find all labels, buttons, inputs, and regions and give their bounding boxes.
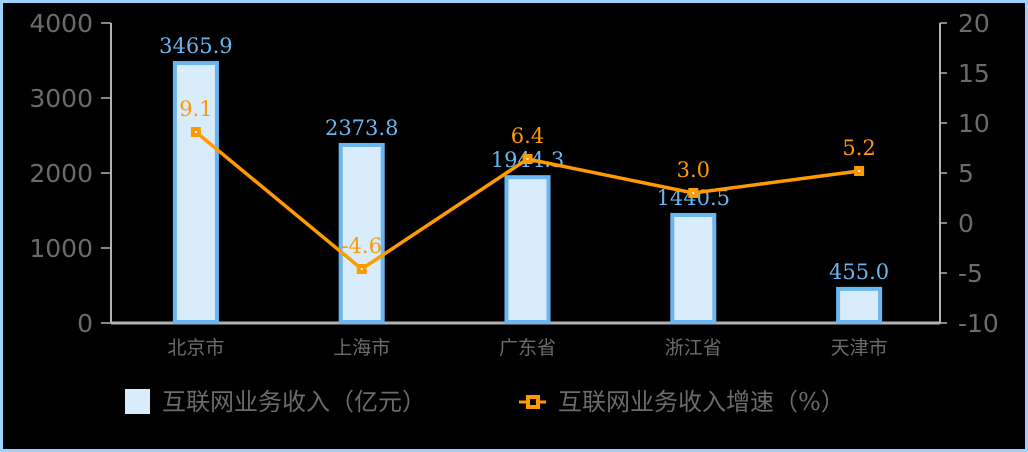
right-axis-tick-label: -5: [958, 259, 983, 288]
category-label: 天津市: [831, 337, 888, 359]
left-axis-tick-label: 3000: [29, 84, 93, 113]
line-value-label: 5.2: [842, 136, 875, 160]
legend-bar-label: 互联网业务收入（亿元）: [162, 388, 426, 416]
category-label: 上海市: [333, 337, 390, 359]
bar[interactable]: [172, 61, 219, 325]
line-value-label: 3.0: [677, 158, 710, 182]
right-axis-tick-label: 15: [958, 59, 990, 88]
legend: 互联网业务收入（亿元） 互联网业务收入增速（%）: [125, 388, 845, 416]
left-axis-tick-label: 2000: [29, 159, 93, 188]
left-axis-tick-label: 0: [77, 309, 93, 338]
right-axis-tick-label: 5: [958, 159, 974, 188]
right-axis-tick-label: 20: [958, 9, 990, 38]
bar-value-label: 2373.8: [325, 116, 398, 140]
category-label: 广东省: [499, 337, 556, 359]
bar[interactable]: [504, 175, 551, 324]
left-axis-tick-label: 1000: [29, 234, 93, 263]
right-axis-tick-label: 10: [958, 109, 990, 138]
bar[interactable]: [670, 212, 717, 324]
x-axis-labels: 北京市 上海市 广东省 浙江省 天津市: [167, 337, 887, 359]
bar-value-label: 455.0: [829, 260, 889, 284]
bar[interactable]: [836, 286, 883, 324]
line-value-label: 6.4: [511, 124, 544, 148]
bar[interactable]: [338, 142, 385, 324]
line-series: 9.1 -4.6 6.4 3.0 5.2: [179, 97, 876, 274]
legend-line-label: 互联网业务收入增速（%）: [558, 388, 845, 416]
line-value-label: 9.1: [179, 97, 212, 121]
legend-bar-swatch-icon: [125, 389, 150, 414]
bar-value-label: 3465.9: [159, 34, 232, 58]
right-axis-tick-label: 0: [958, 209, 974, 238]
category-label: 北京市: [167, 337, 224, 359]
line-value-label: -4.6: [341, 234, 382, 258]
category-label: 浙江省: [665, 337, 722, 359]
right-y-axis: -10 -5 0 5 10 15 20: [939, 9, 999, 338]
left-y-axis: 0 1000 2000 3000 4000: [29, 9, 940, 338]
left-axis-tick-label: 4000: [29, 9, 93, 38]
right-axis-tick-label: -10: [958, 309, 999, 338]
